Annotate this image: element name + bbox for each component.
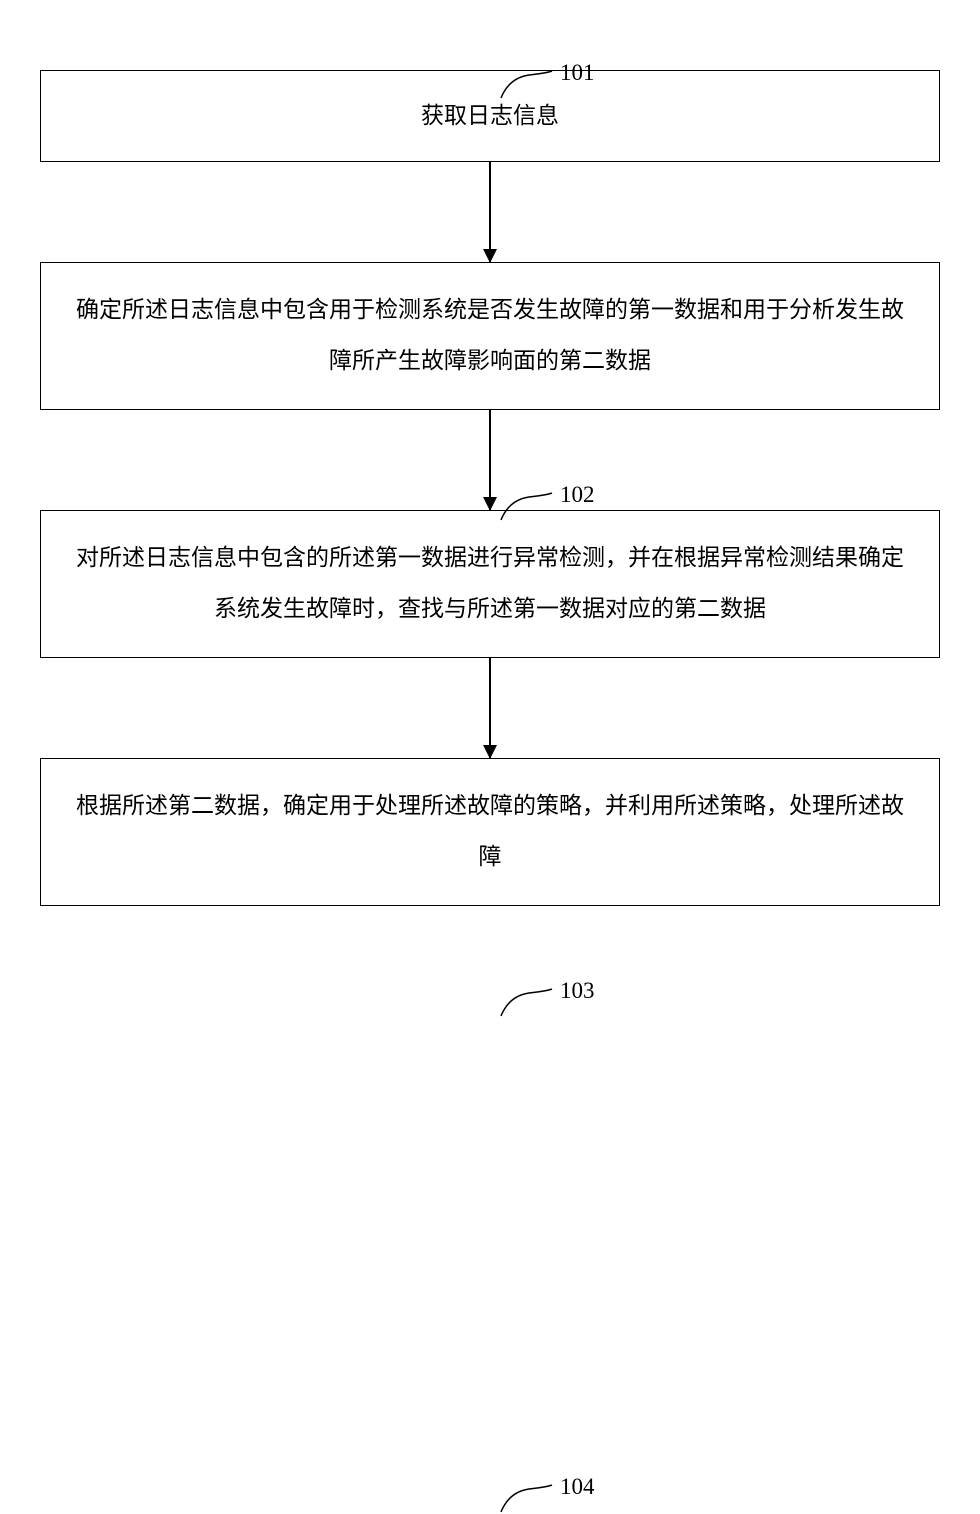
arrow-head-1	[483, 249, 497, 263]
label-curve-103	[499, 988, 554, 1018]
step-box-103: 对所述日志信息中包含的所述第一数据进行异常检测，并在根据异常检测结果确定系统发生…	[40, 510, 940, 658]
step-box-102: 确定所述日志信息中包含用于检测系统是否发生故障的第一数据和用于分析发生故障所产生…	[40, 262, 940, 410]
arrow-head-2	[483, 497, 497, 511]
label-curve-102	[499, 492, 554, 522]
step-text-104: 根据所述第二数据，确定用于处理所述故障的策略，并利用所述策略，处理所述故障	[71, 781, 909, 882]
step-group-103: 103 对所述日志信息中包含的所述第一数据进行异常检测，并在根据异常检测结果确定…	[0, 510, 980, 658]
label-curve-101	[499, 70, 554, 100]
step-group-101: 101 获取日志信息	[0, 30, 980, 162]
connector-3	[0, 658, 980, 758]
step-label-104: 104	[560, 1474, 595, 1500]
arrow-head-3	[483, 745, 497, 759]
label-curve-104	[499, 1484, 554, 1514]
flowchart-container: 101 获取日志信息 102 确定所述日志信息中包含用于检测系统是否发生故障的第…	[0, 0, 980, 1000]
step-group-104: 104 根据所述第二数据，确定用于处理所述故障的策略，并利用所述策略，处理所述故…	[0, 758, 980, 906]
connector-2	[0, 410, 980, 510]
step-label-101: 101	[560, 60, 595, 86]
step-text-103: 对所述日志信息中包含的所述第一数据进行异常检测，并在根据异常检测结果确定系统发生…	[71, 533, 909, 634]
step-box-101: 获取日志信息	[40, 70, 940, 162]
step-group-102: 102 确定所述日志信息中包含用于检测系统是否发生故障的第一数据和用于分析发生故…	[0, 262, 980, 410]
connector-1	[0, 162, 980, 262]
arrow-line-3	[489, 658, 491, 758]
step-label-103: 103	[560, 978, 595, 1004]
step-box-104: 根据所述第二数据，确定用于处理所述故障的策略，并利用所述策略，处理所述故障	[40, 758, 940, 906]
step-label-102: 102	[560, 482, 595, 508]
arrow-line-1	[489, 162, 491, 262]
arrow-line-2	[489, 410, 491, 510]
step-text-102: 确定所述日志信息中包含用于检测系统是否发生故障的第一数据和用于分析发生故障所产生…	[71, 285, 909, 386]
